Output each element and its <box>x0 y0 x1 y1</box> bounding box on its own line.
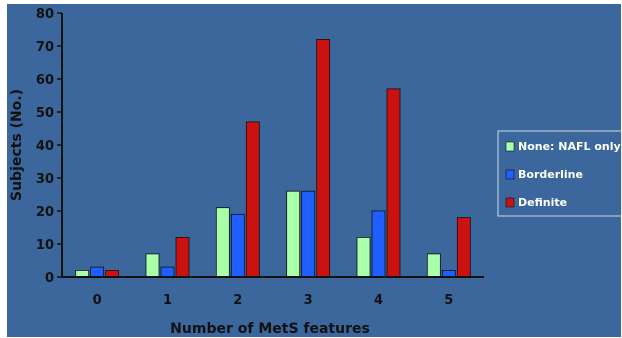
x-axis-ticks: 0 1 2 3 4 5 <box>93 293 454 308</box>
legend-swatch-3 <box>505 197 515 208</box>
x-tick-label: 0 <box>93 293 102 308</box>
y-tick-label: 30 <box>36 172 54 187</box>
bar-1-3 <box>286 190 301 278</box>
y-axis-title: Subjects (No.) <box>9 89 25 201</box>
bar-3-4 <box>386 88 401 278</box>
y-tick-label: 0 <box>45 271 54 286</box>
bar-2-2 <box>230 213 245 278</box>
x-axis-title: Number of MetS features <box>170 321 370 337</box>
bar-3-3 <box>316 39 331 278</box>
legend-label-1: None: NAFL only <box>518 140 621 153</box>
x-tick-label: 5 <box>444 293 453 308</box>
plot-area <box>62 13 484 277</box>
y-tick-label: 70 <box>36 40 54 55</box>
y-axis-ticks: 0 10 20 30 40 50 60 70 80 <box>36 7 62 286</box>
bar-3-5 <box>456 217 471 278</box>
y-tick-label: 60 <box>36 73 54 88</box>
y-tick-label: 20 <box>36 205 54 220</box>
bar-3-2 <box>245 121 260 278</box>
legend-box <box>497 130 622 217</box>
x-tick-label: 1 <box>163 293 172 308</box>
legend-label-2: Borderline <box>518 168 583 181</box>
x-tick-label: 4 <box>374 293 383 308</box>
legend-swatch-1 <box>505 141 515 152</box>
bar-1-4 <box>356 236 371 278</box>
bar-2-3 <box>301 190 316 278</box>
x-tick-label: 2 <box>233 293 242 308</box>
bar-2-1 <box>160 266 175 278</box>
y-tick-label: 80 <box>36 7 54 22</box>
bar-2-0 <box>90 266 105 278</box>
bar-1-2 <box>215 207 230 278</box>
bar-3-1 <box>175 236 190 278</box>
legend-swatch-2 <box>505 169 515 180</box>
bar-2-4 <box>371 210 386 278</box>
bars <box>75 39 471 278</box>
bar-1-5 <box>426 253 441 278</box>
y-tick-label: 50 <box>36 106 54 121</box>
bar-1-1 <box>145 253 160 278</box>
legend-label-3: Definite <box>518 196 567 209</box>
legend: None: NAFL only Borderline Definite <box>497 130 622 217</box>
y-tick-label: 40 <box>36 139 54 154</box>
x-tick-label: 3 <box>304 293 313 308</box>
y-tick-label: 10 <box>36 238 54 253</box>
